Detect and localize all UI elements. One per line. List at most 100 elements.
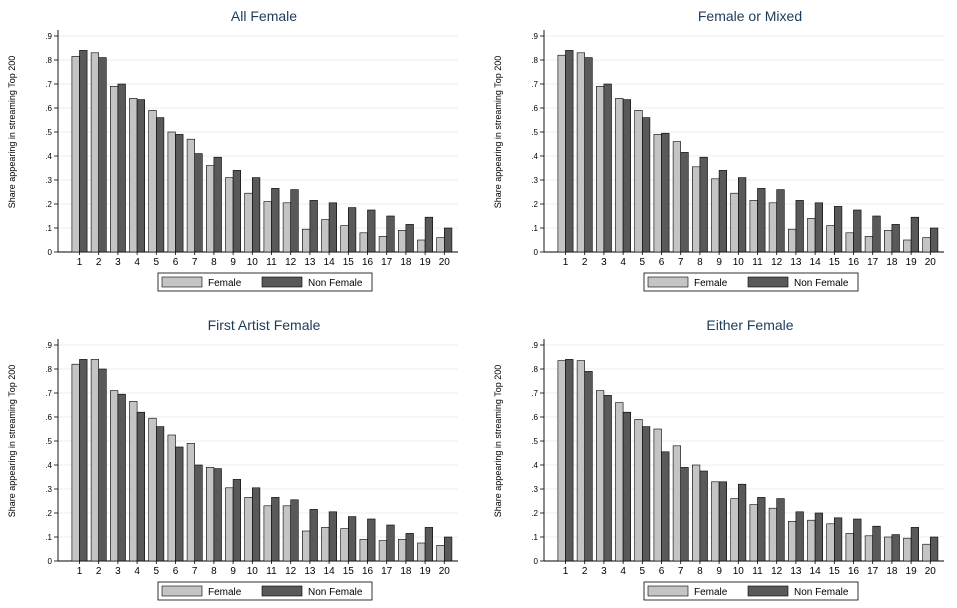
bar-non-female <box>853 518 862 562</box>
legend-label-female: Female <box>694 278 728 289</box>
bar-female <box>692 464 701 562</box>
y-tick-label: .8 <box>45 56 52 65</box>
bar-non-female <box>117 393 126 562</box>
bar-non-female <box>156 426 165 562</box>
bar-non-female <box>443 227 453 253</box>
bar-non-female <box>891 224 900 253</box>
y-tick-label: 0 <box>48 248 53 257</box>
y-tick-label: .4 <box>531 461 538 470</box>
bar-female <box>359 232 368 253</box>
bar-non-female <box>424 527 434 562</box>
bar-female <box>206 467 215 562</box>
x-tick-label: 7 <box>678 257 684 268</box>
x-tick-label: 15 <box>343 566 355 577</box>
y-tick-label: .8 <box>531 56 538 65</box>
bar-female <box>634 110 643 253</box>
bar-non-female <box>872 525 881 562</box>
bar-female <box>244 192 253 253</box>
bar-female <box>807 218 816 253</box>
legend-swatch-non-female <box>747 276 789 288</box>
bar-non-female <box>603 395 612 562</box>
y-tick-label: 0 <box>534 248 539 257</box>
x-tick-label: 8 <box>211 257 217 268</box>
y-tick-label: .5 <box>45 437 52 446</box>
x-tick-label: 10 <box>247 257 259 268</box>
y-axis-label: Share appearing in streaming Top 200 <box>493 56 503 208</box>
legend-swatch-non-female <box>747 585 789 597</box>
bar-female <box>883 230 893 253</box>
x-tick-label: 10 <box>247 566 259 577</box>
bar-non-female <box>175 446 184 562</box>
bar-non-female <box>584 371 593 562</box>
bar-female <box>922 237 931 253</box>
bar-female <box>436 237 445 253</box>
bar-female <box>672 141 682 253</box>
bar-female <box>557 54 566 253</box>
x-tick-label: 16 <box>848 566 860 577</box>
x-tick-label: 12 <box>285 566 297 577</box>
bar-female <box>167 131 176 253</box>
x-tick-label: 19 <box>906 257 918 268</box>
bar-female <box>596 390 605 562</box>
bar-female <box>749 504 758 562</box>
bar-female <box>186 443 196 562</box>
legend-label-female: Female <box>694 587 728 598</box>
chart-title: All Female <box>231 8 297 24</box>
y-tick-label: .1 <box>45 224 52 233</box>
x-tick-label: 13 <box>304 566 316 577</box>
x-tick-label: 16 <box>362 257 374 268</box>
bar-non-female <box>853 209 862 253</box>
bar-female <box>749 200 758 253</box>
x-tick-label: 4 <box>134 566 140 577</box>
bar-non-female <box>738 483 747 562</box>
x-tick-label: 20 <box>439 257 451 268</box>
bar-non-female <box>603 83 612 253</box>
y-tick-label: .8 <box>531 365 538 374</box>
legend-label-non-female: Non Female <box>308 278 363 289</box>
x-tick-label: 16 <box>362 566 374 577</box>
y-tick-label: .5 <box>531 128 538 137</box>
y-tick-label: 0 <box>534 557 539 566</box>
bar-female <box>378 540 388 562</box>
bar-non-female <box>776 498 785 562</box>
bar-non-female <box>271 188 280 253</box>
x-tick-label: 16 <box>848 257 860 268</box>
x-tick-label: 20 <box>925 257 937 268</box>
bar-female <box>129 401 138 562</box>
bar-female <box>576 360 585 562</box>
x-tick-label: 7 <box>678 566 684 577</box>
legend-swatch-female <box>647 585 689 597</box>
legend-label-non-female: Non Female <box>794 587 849 598</box>
x-tick-label: 14 <box>810 566 822 577</box>
x-tick-label: 12 <box>771 566 783 577</box>
bar-non-female <box>699 156 708 253</box>
bar-female <box>282 202 292 253</box>
bar-non-female <box>175 134 184 253</box>
bar-female <box>711 178 720 253</box>
bar-non-female <box>622 411 632 562</box>
bar-non-female <box>98 368 107 562</box>
bar-non-female <box>232 479 242 562</box>
bar-non-female <box>443 536 453 562</box>
bar-non-female <box>776 189 785 253</box>
y-tick-label: .3 <box>531 485 538 494</box>
x-tick-label: 9 <box>230 257 236 268</box>
y-tick-label: .1 <box>531 533 538 542</box>
bar-female <box>615 98 624 253</box>
x-tick-label: 17 <box>867 257 879 268</box>
y-tick-label: .7 <box>531 80 538 89</box>
y-tick-label: .7 <box>45 80 52 89</box>
x-tick-label: 11 <box>752 566 763 577</box>
x-tick-label: 4 <box>134 257 140 268</box>
bar-female <box>110 86 119 253</box>
x-tick-label: 2 <box>582 257 588 268</box>
bar-female <box>768 507 778 562</box>
bar-non-female <box>386 524 395 562</box>
bar-female <box>653 134 662 253</box>
x-tick-label: 2 <box>96 257 102 268</box>
bar-non-female <box>136 411 146 562</box>
chart-title: Either Female <box>706 317 793 333</box>
x-tick-label: 6 <box>659 257 665 268</box>
